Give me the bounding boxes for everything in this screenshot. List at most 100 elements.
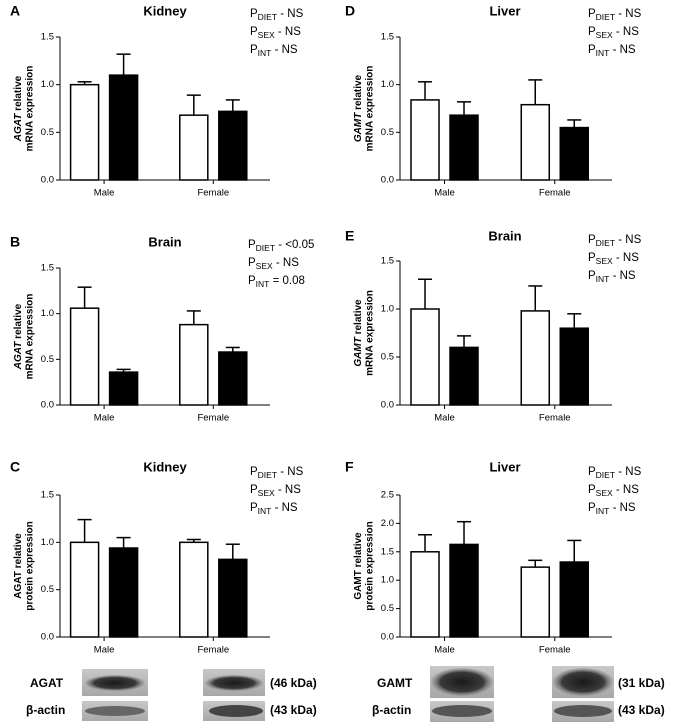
chart-title: Liver — [489, 459, 520, 474]
stat-label: PINT - NS — [588, 270, 636, 284]
stat-label: PINT = 0.08 — [248, 275, 305, 289]
x-tick-label: Female — [539, 188, 571, 199]
stat-sub: SEX — [256, 261, 273, 271]
bar — [410, 99, 440, 181]
y-axis-gene: AGAT — [13, 341, 24, 370]
stat-text: - NS — [271, 502, 298, 514]
stat-text: - NS — [277, 8, 304, 20]
stat-prefix: P — [588, 270, 596, 282]
y-tick-label: 1.0 — [41, 537, 54, 548]
x-tick-label: Male — [94, 188, 115, 199]
y-axis-label: AGAT relative — [13, 533, 24, 599]
y-tick-label: 0.0 — [381, 175, 394, 186]
chart-title: Brain — [488, 228, 521, 243]
y-tick-label: 1.5 — [381, 256, 394, 267]
stat-text: - NS — [615, 8, 642, 20]
blot-control-kda: (43 kDa) — [618, 703, 665, 717]
y-axis-label: protein expression — [365, 521, 376, 610]
y-tick-label: 1.5 — [381, 32, 394, 43]
y-tick-label: 1.5 — [41, 32, 54, 43]
blot-control-kda: (43 kDa) — [270, 703, 317, 717]
stat-sub: DIET — [596, 470, 615, 480]
y-axis-label-text: relative — [353, 74, 364, 109]
x-tick-label: Female — [197, 645, 229, 656]
bar — [559, 327, 590, 406]
stat-prefix: P — [250, 44, 258, 56]
stat-sub: DIET — [596, 12, 615, 22]
y-tick-label: 2.0 — [381, 518, 394, 529]
bar — [108, 547, 139, 638]
stat-label: PSEX - NS — [588, 26, 639, 40]
x-tick-label: Male — [434, 645, 455, 656]
bar — [449, 114, 479, 181]
bar — [520, 310, 551, 406]
bar — [108, 371, 139, 406]
bar — [449, 543, 479, 638]
stat-sub: DIET — [258, 12, 277, 22]
stat-text: - <0.05 — [275, 239, 314, 251]
stat-text: - NS — [273, 257, 300, 269]
stat-sub: INT — [258, 48, 272, 58]
x-tick-label: Female — [197, 188, 229, 199]
blot-control: β-actin — [372, 703, 411, 717]
stat-sub: INT — [596, 506, 610, 516]
stat-text: - NS — [613, 252, 640, 264]
bar — [449, 346, 479, 406]
stat-label: PDIET - NS — [588, 466, 642, 480]
bar — [218, 558, 248, 638]
stat-label: PDIET - NS — [250, 466, 304, 480]
bar — [520, 103, 551, 181]
stat-label: PINT - NS — [250, 502, 298, 516]
y-axis-label: AGAT relative — [13, 75, 24, 142]
y-tick-label: 1.0 — [41, 79, 54, 90]
panel-letter: C — [10, 459, 20, 475]
y-axis-label: AGAT relative — [13, 303, 24, 370]
stat-label: PINT - NS — [250, 44, 298, 58]
stat-sub: SEX — [596, 30, 613, 40]
panel-letter: A — [10, 3, 20, 19]
stat-prefix: P — [588, 44, 596, 56]
x-tick-label: Male — [94, 645, 115, 656]
stat-prefix: P — [588, 234, 596, 246]
y-axis-label: GAMT relative — [353, 299, 364, 367]
y-axis-label: mRNA expression — [25, 294, 36, 380]
y-axis-label-text: relative — [13, 533, 24, 568]
y-axis-label-text: relative — [13, 303, 24, 338]
y-tick-label: 1.0 — [381, 79, 394, 90]
y-tick-label: 0.0 — [381, 400, 394, 411]
y-axis-gene: GAMT — [353, 112, 364, 142]
stat-prefix: P — [588, 502, 596, 514]
stat-sub: INT — [596, 48, 610, 58]
bar — [410, 308, 440, 406]
y-axis-label-text: relative — [13, 75, 24, 110]
bar — [108, 74, 139, 181]
stat-label: PDIET - NS — [250, 8, 304, 22]
y-tick-label: 0.0 — [381, 632, 394, 643]
stat-sub: INT — [596, 274, 610, 284]
panel-letter: F — [345, 459, 354, 475]
stat-text: - NS — [615, 234, 642, 246]
bar — [559, 126, 590, 181]
stat-text: - NS — [271, 44, 298, 56]
stat-label: PSEX - NS — [250, 26, 301, 40]
y-axis-gene: GAMT — [353, 570, 364, 599]
y-axis-label: protein expression — [25, 521, 36, 610]
stat-label: PSEX - NS — [248, 257, 299, 271]
stat-label: PINT - NS — [588, 502, 636, 516]
panel-letter: E — [345, 228, 354, 244]
chart-title: Brain — [148, 234, 181, 249]
bar — [69, 307, 100, 406]
stat-text: - NS — [609, 44, 636, 56]
stat-label: PDIET - NS — [588, 234, 642, 248]
panel-letter: B — [10, 234, 20, 250]
chart-title: Liver — [489, 3, 520, 18]
y-axis-label: GAMT relative — [353, 532, 364, 600]
stat-sub: INT — [256, 279, 270, 289]
bar — [179, 541, 209, 638]
y-tick-label: 0.0 — [41, 175, 54, 186]
y-axis-label: GAMT relative — [353, 74, 364, 142]
blot-protein: AGAT — [30, 676, 64, 690]
blot-protein-kda: (31 kDa) — [618, 676, 665, 690]
stat-sub: SEX — [596, 488, 613, 498]
